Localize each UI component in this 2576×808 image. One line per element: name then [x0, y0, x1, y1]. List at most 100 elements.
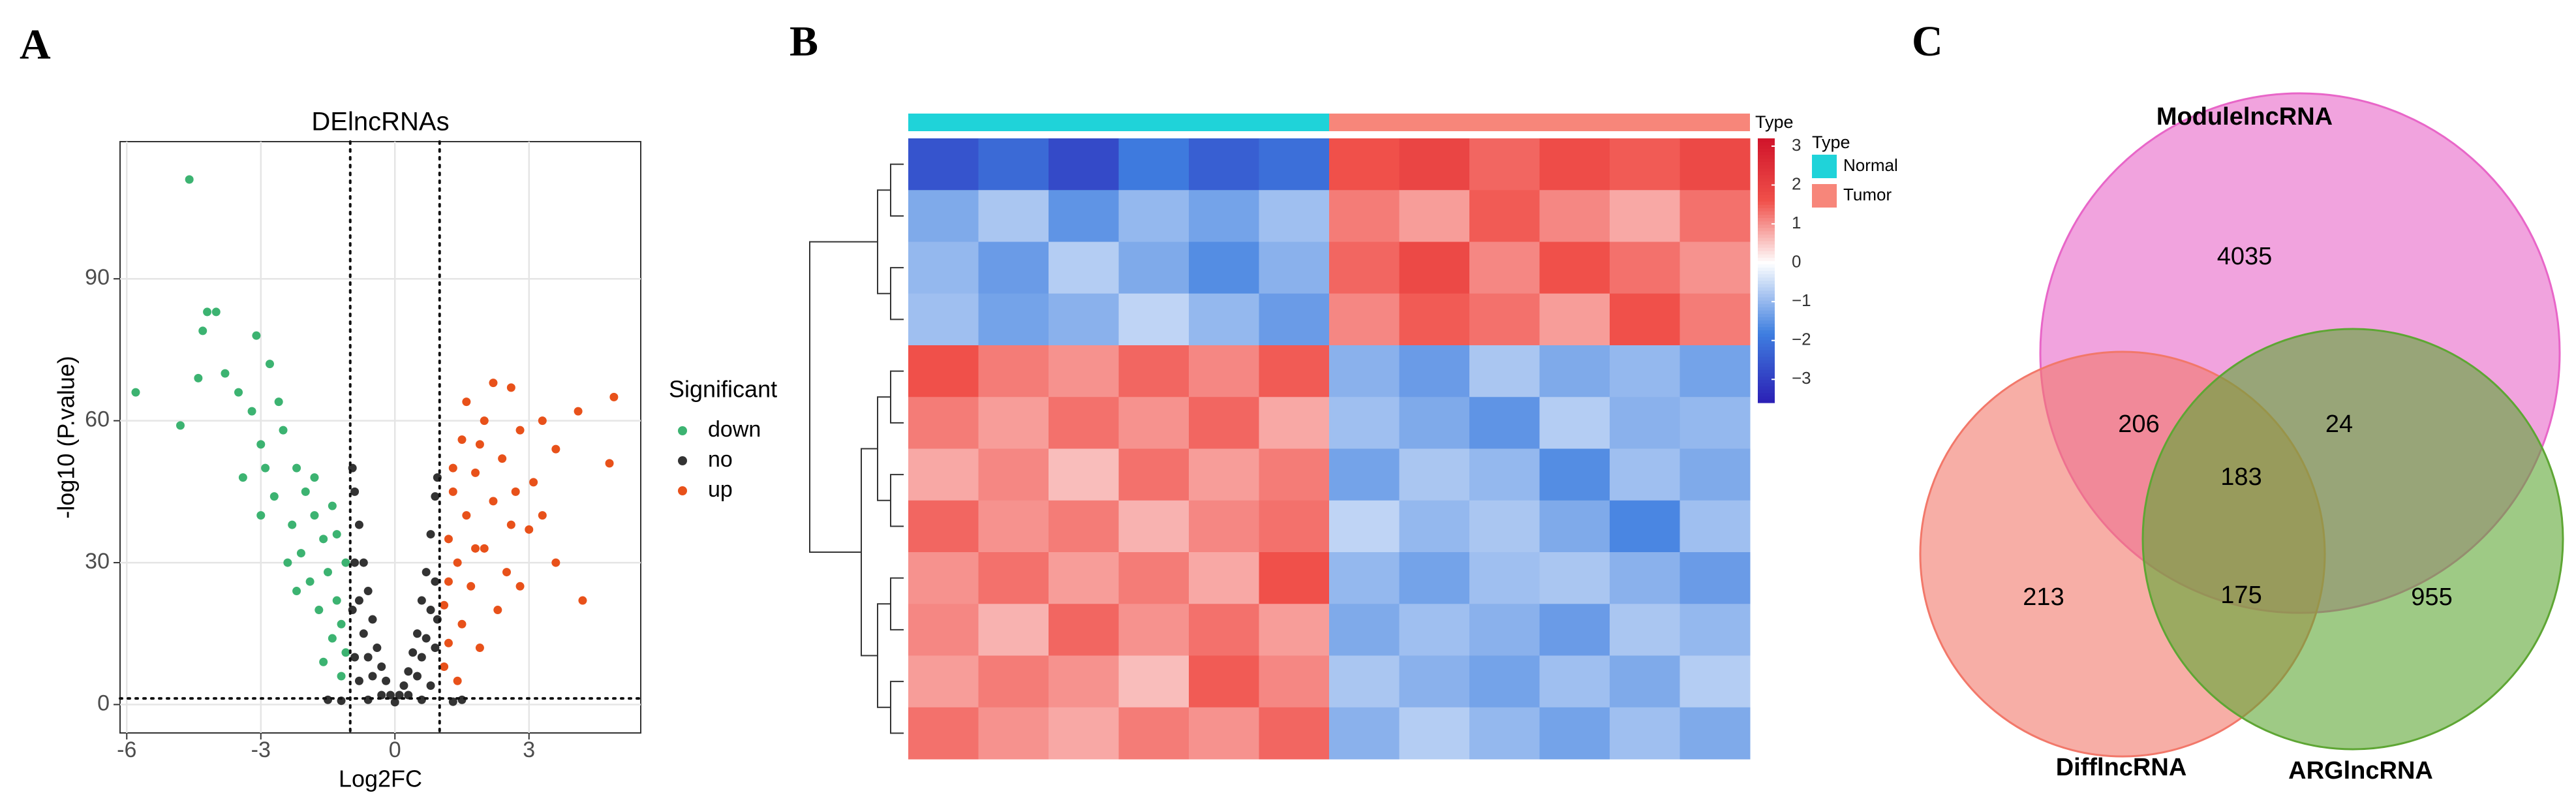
- point: [480, 416, 489, 426]
- point: [198, 326, 207, 335]
- heatmap-cell: [978, 138, 1049, 191]
- heatmap-cell: [1539, 397, 1610, 449]
- heatmap-cell: [908, 345, 979, 397]
- point: [354, 596, 363, 605]
- point: [448, 487, 457, 496]
- x-tick-label: -6: [117, 738, 136, 762]
- point: [359, 558, 368, 567]
- point: [453, 676, 462, 685]
- heatmap-cell: [978, 707, 1049, 760]
- colorbar-step: [1758, 230, 1775, 235]
- heatmap-cell: [1679, 241, 1751, 294]
- colorbar-step: [1758, 399, 1775, 403]
- point: [221, 369, 230, 378]
- colorbar-step: [1758, 151, 1775, 155]
- point: [363, 587, 373, 596]
- point: [274, 397, 283, 407]
- point: [462, 511, 471, 520]
- heatmap-cell: [1539, 241, 1610, 294]
- heatmap-cell: [1049, 552, 1119, 604]
- colorbar-step: [1758, 171, 1775, 176]
- heatmap-cell: [1259, 707, 1330, 760]
- heatmap-cell: [1469, 448, 1540, 501]
- heatmap-cell: [1539, 604, 1610, 656]
- colorbar-step: [1758, 320, 1775, 324]
- colorbar-step: [1758, 343, 1775, 347]
- heatmap-cell: [1610, 552, 1680, 604]
- heatmap-cell: [1610, 293, 1680, 346]
- point: [292, 463, 301, 473]
- colorbar-step: [1758, 224, 1775, 228]
- point: [269, 492, 279, 501]
- heatmap-cell: [1610, 397, 1680, 449]
- heatmap-cell: [1118, 345, 1189, 397]
- colorbar-step: [1758, 297, 1775, 301]
- colorbar-step: [1758, 303, 1775, 307]
- point: [350, 487, 360, 496]
- heatmap-cell: [1610, 345, 1680, 397]
- heatmap-cell: [1399, 190, 1470, 242]
- heatmap-cell: [1399, 241, 1470, 294]
- heatmap-cell: [908, 397, 979, 449]
- colorbar-step: [1758, 369, 1775, 374]
- point: [328, 501, 337, 510]
- point: [453, 558, 462, 567]
- colorbar-step: [1758, 198, 1775, 202]
- plot-area: [119, 141, 641, 734]
- heatmap-cell: [1610, 190, 1680, 242]
- point: [194, 373, 203, 382]
- legend-label: Tumor: [1843, 185, 1892, 204]
- region-count: 955: [2411, 583, 2452, 611]
- heatmap-cell: [1259, 500, 1330, 553]
- colorbar-step: [1758, 287, 1775, 291]
- heatmap-cell: [1118, 655, 1189, 708]
- heatmap-cell: [1679, 707, 1751, 760]
- heatmap-cell: [908, 241, 979, 294]
- point: [203, 307, 212, 317]
- heatmap-cell: [1679, 655, 1751, 708]
- point: [279, 426, 288, 435]
- point: [377, 662, 386, 672]
- colorbar-step: [1758, 290, 1775, 294]
- heatmap-cell: [908, 707, 979, 760]
- heatmap-cell: [1539, 293, 1610, 346]
- point: [234, 388, 243, 397]
- colorbar-step: [1758, 382, 1775, 387]
- heatmap-cell: [1329, 397, 1400, 449]
- point: [480, 544, 489, 553]
- point: [462, 397, 471, 407]
- heatmap-cell: [1259, 138, 1330, 191]
- heatmap-cell: [1469, 293, 1540, 346]
- colorbar-step: [1758, 363, 1775, 367]
- colorbar-step: [1758, 350, 1775, 354]
- point: [296, 549, 305, 558]
- point: [511, 487, 520, 496]
- region-count: 175: [2220, 582, 2262, 609]
- colorbar-step: [1758, 244, 1775, 248]
- colorbar-step: [1758, 251, 1775, 255]
- heatmap-cell: [1189, 241, 1259, 294]
- heatmap-cell: [978, 190, 1049, 242]
- heatmap-cell: [1399, 448, 1470, 501]
- heatmap-cell: [1189, 138, 1259, 191]
- y-tick-label: 0: [97, 691, 110, 715]
- heatmap-cell: [1049, 500, 1119, 553]
- point: [551, 558, 560, 567]
- heatmap-cell: [1189, 397, 1259, 449]
- region-count: 183: [2220, 463, 2262, 491]
- heatmap-cell: [1118, 552, 1189, 604]
- colorbar-step: [1758, 161, 1775, 166]
- point: [440, 662, 449, 672]
- heatmap-cell: [1118, 448, 1189, 501]
- point: [578, 596, 587, 605]
- colorbar-step: [1758, 333, 1775, 337]
- y-tick-label: 30: [85, 549, 110, 574]
- heatmap-cell: [1469, 655, 1540, 708]
- point: [506, 520, 515, 529]
- point: [337, 619, 346, 629]
- heatmap-cell: [1189, 552, 1259, 604]
- heatmap-cell: [1539, 448, 1610, 501]
- point: [422, 634, 431, 643]
- heatmap-cell: [978, 448, 1049, 501]
- x-tick-label: -3: [251, 738, 271, 762]
